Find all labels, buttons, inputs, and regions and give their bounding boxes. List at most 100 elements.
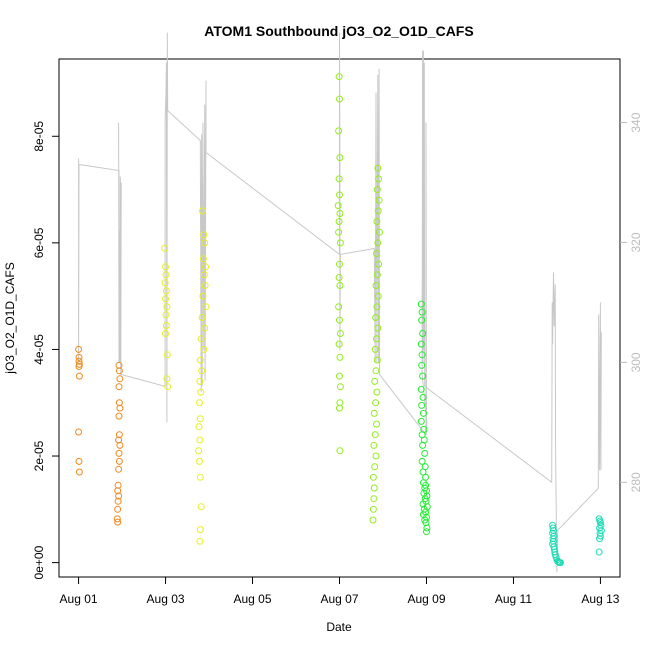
data-point xyxy=(549,535,557,543)
data-point xyxy=(162,311,170,319)
data-point xyxy=(196,537,204,545)
data-point xyxy=(114,481,122,489)
data-point xyxy=(336,154,344,162)
data-point xyxy=(421,516,429,524)
data-point xyxy=(373,420,380,428)
data-point xyxy=(370,495,378,503)
secondary-line-layer xyxy=(78,32,602,573)
data-point xyxy=(162,322,170,329)
data-point xyxy=(369,473,377,481)
data-point xyxy=(369,505,377,513)
chart-title: ATOM1 Southbound jO3_O2_O1D_CAFS xyxy=(204,23,473,39)
y-tick-label: 2e-05 xyxy=(32,440,46,471)
data-point xyxy=(196,436,204,444)
y2-tick-label: 340 xyxy=(629,112,643,132)
scatter-points-layer xyxy=(75,73,605,567)
y2-tick-label: 320 xyxy=(629,232,643,252)
data-point xyxy=(335,303,343,311)
data-point xyxy=(162,263,169,271)
data-point xyxy=(549,521,557,529)
data-point xyxy=(196,473,204,481)
data-point xyxy=(336,282,344,289)
data-point xyxy=(115,492,123,500)
x-tick-label: Aug 11 xyxy=(495,592,532,606)
data-point xyxy=(374,324,382,332)
data-point xyxy=(163,351,171,359)
data-point xyxy=(336,372,343,380)
x-tick-label: Aug 05 xyxy=(233,592,271,606)
data-point xyxy=(196,356,204,364)
data-point xyxy=(420,505,428,513)
data-point xyxy=(336,316,343,324)
data-point xyxy=(196,415,204,423)
data-point xyxy=(198,314,206,321)
data-point xyxy=(336,239,344,247)
data-point xyxy=(202,263,210,271)
data-point xyxy=(419,441,427,449)
data-point xyxy=(195,447,203,455)
y-axis-right: 280 300 320 340 xyxy=(620,112,643,492)
data-point xyxy=(115,367,123,375)
data-point xyxy=(115,457,123,465)
data-point xyxy=(195,423,203,431)
data-point xyxy=(418,401,426,409)
data-point xyxy=(373,335,380,343)
data-point xyxy=(114,518,122,526)
data-point xyxy=(421,484,429,492)
data-point xyxy=(162,295,169,303)
data-point xyxy=(373,388,381,396)
data-point xyxy=(116,441,124,449)
data-point xyxy=(370,441,378,449)
x-axis-label: Date xyxy=(326,620,352,634)
data-point xyxy=(372,399,380,407)
data-point xyxy=(596,529,604,537)
data-point xyxy=(115,449,123,457)
data-point xyxy=(335,73,343,81)
data-point xyxy=(116,404,124,412)
data-point xyxy=(115,465,123,473)
data-point xyxy=(373,250,380,257)
data-point xyxy=(196,399,203,407)
data-point xyxy=(418,308,426,316)
data-point xyxy=(197,335,205,343)
data-point xyxy=(335,228,343,236)
y-tick-label: 4e-05 xyxy=(32,334,46,365)
data-point xyxy=(200,271,208,279)
data-point xyxy=(335,218,343,225)
x-tick-label: Aug 09 xyxy=(407,592,445,606)
data-point xyxy=(375,196,383,204)
data-point xyxy=(201,282,209,289)
data-point xyxy=(75,353,83,361)
data-point xyxy=(376,228,383,236)
data-point xyxy=(336,95,343,103)
data-point xyxy=(418,351,426,359)
data-point xyxy=(115,412,123,420)
data-point xyxy=(335,274,343,281)
data-point xyxy=(374,207,382,215)
data-point xyxy=(202,303,210,311)
data-point xyxy=(197,503,205,511)
data-point xyxy=(162,330,169,337)
data-point xyxy=(199,292,207,300)
data-point xyxy=(161,244,169,252)
data-point xyxy=(200,231,208,239)
data-point xyxy=(418,457,426,465)
data-point xyxy=(549,524,557,532)
secondary-series-line xyxy=(78,32,602,573)
data-point xyxy=(115,431,123,439)
data-point xyxy=(336,399,344,407)
data-point xyxy=(419,372,427,380)
data-point xyxy=(418,316,426,324)
data-point xyxy=(163,303,171,311)
data-point xyxy=(372,367,380,375)
data-point xyxy=(375,175,383,183)
data-point xyxy=(115,383,123,391)
data-point xyxy=(336,210,344,217)
data-point xyxy=(336,260,343,268)
data-point xyxy=(75,363,83,370)
data-point xyxy=(200,345,208,353)
x-tick-label: Aug 07 xyxy=(320,592,358,606)
data-point xyxy=(596,535,604,543)
data-point xyxy=(75,345,83,353)
data-point xyxy=(75,428,83,436)
